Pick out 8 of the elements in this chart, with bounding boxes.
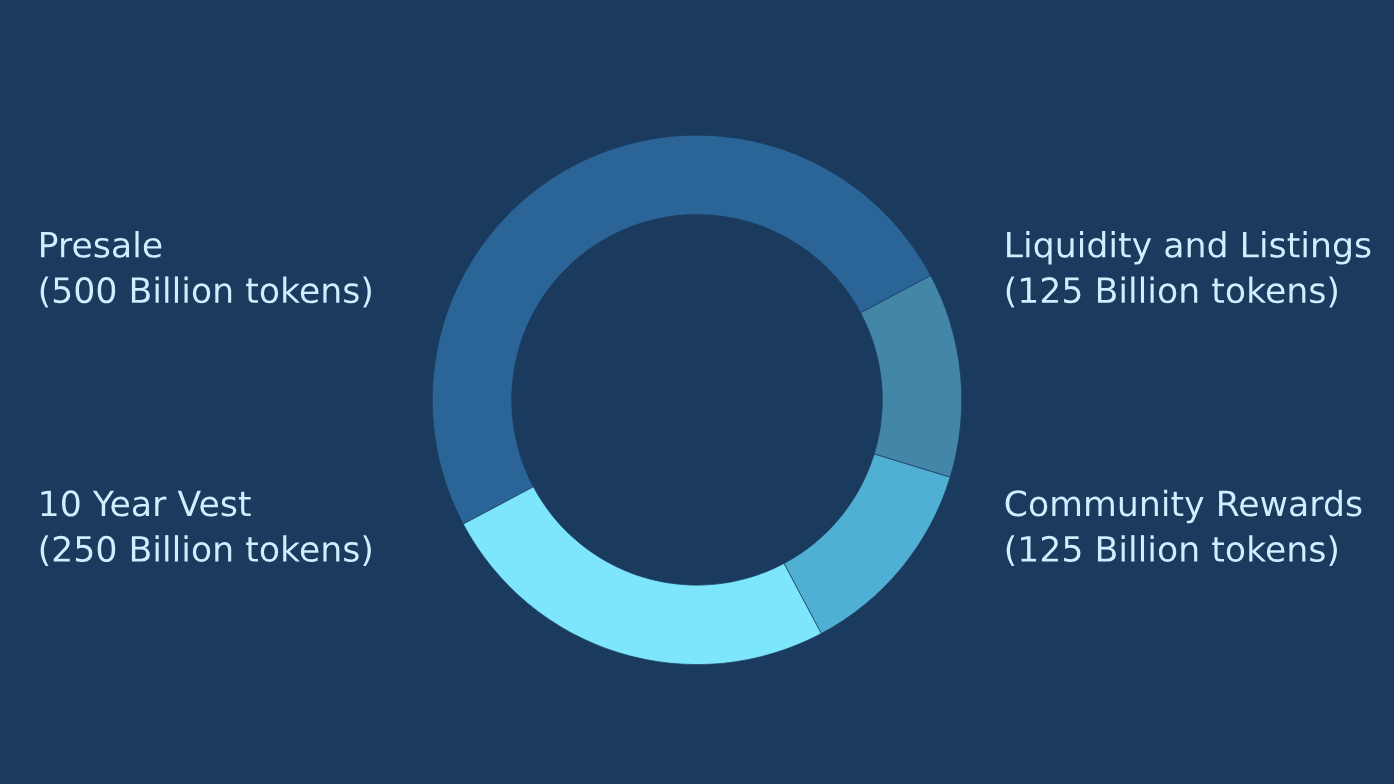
data-label: (125 Billion tokens) [1006,276,1337,308]
slice-label: 10 Year Vest [41,490,251,517]
slice-label: Presale [41,230,162,258]
data-label: (500 Billion tokens) [40,276,371,308]
data-label: (125 Billion tokens) [1006,535,1337,567]
slice-label: Community Rewards [1005,489,1362,524]
data-label: (250 Billion tokens) [40,535,371,567]
slice-label: Liquidity and Listings [1007,230,1371,265]
